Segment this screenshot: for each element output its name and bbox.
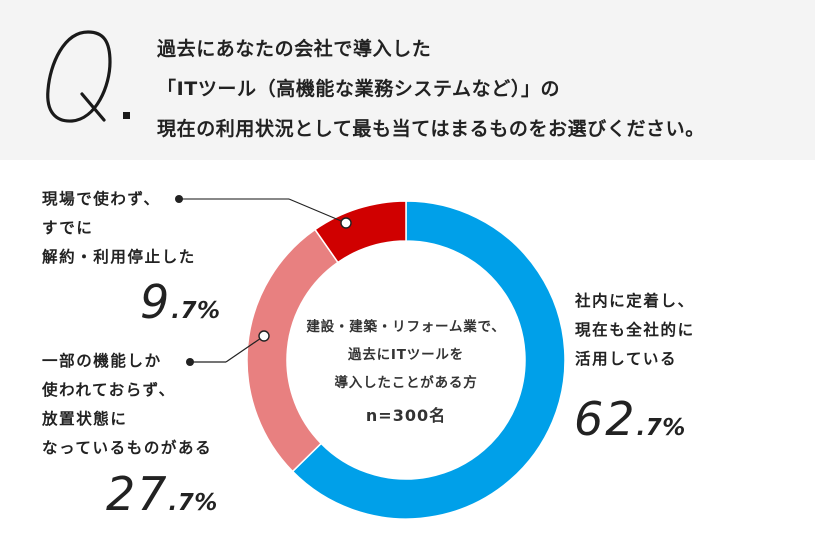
leader-line-stopped	[175, 195, 352, 229]
pct-partial-int: 27	[106, 467, 169, 521]
donut-center-label: 建設・建築・リフォーム業で、 過去にITツールを 導入したことがある方 n=30…	[296, 313, 516, 430]
label-using: 社内に定着し、 現在も全社的に 活用している	[575, 287, 695, 374]
pct-stopped-int: 9	[140, 275, 172, 329]
label-partial-line-3: 放置状態に	[42, 410, 128, 428]
label-stopped-line-2: すでに	[42, 219, 94, 237]
sample-size: n=300名	[365, 406, 447, 425]
pct-using: 62.7%	[574, 392, 686, 446]
center-line-1: 建設・建築・リフォーム業で、	[306, 319, 506, 335]
question-text: 過去にあなたの会社で導入した 「ITツール（高機能な業務システムなど）」の 現在…	[157, 29, 705, 149]
pct-partial-dec: .7%	[168, 490, 218, 516]
pct-partial: 27.7%	[106, 467, 218, 521]
segment-stopped	[314, 200, 407, 264]
segment-using	[291, 200, 566, 520]
label-using-line-1: 社内に定着し、	[575, 292, 695, 310]
leader-line-partial	[186, 330, 270, 366]
question-header: 過去にあなたの会社で導入した 「ITツール（高機能な業務システムなど）」の 現在…	[0, 0, 815, 160]
label-stopped-line-1: 現場で使わず、	[42, 190, 161, 208]
question-line-2: 「ITツール（高機能な業務システムなど）」の	[157, 78, 561, 100]
pct-using-int: 62	[574, 392, 637, 446]
center-line-2: 過去にITツールを	[348, 347, 464, 363]
label-using-line-3: 活用している	[575, 350, 678, 368]
question-line-3: 現在の利用状況として最も当てはまるものをお選びください。	[157, 118, 705, 140]
label-partial-line-4: なっているものがある	[42, 439, 213, 457]
pct-using-dec: .7%	[636, 415, 686, 441]
label-stopped: 現場で使わず、 すでに 解約・利用停止した	[42, 185, 196, 272]
label-using-line-2: 現在も全社的に	[575, 321, 695, 339]
pct-stopped-dec: .7%	[171, 298, 221, 324]
q-letter-icon	[46, 30, 130, 123]
pct-stopped: 9.7%	[140, 275, 221, 329]
label-stopped-line-3: 解約・利用停止した	[42, 248, 196, 266]
label-partial: 一部の機能しか 使われておらず、 放置状態に なっているものがある	[42, 347, 212, 463]
donut-segments	[246, 200, 566, 520]
question-line-1: 過去にあなたの会社で導入した	[157, 38, 432, 60]
label-partial-line-1: 一部の機能しか	[42, 352, 162, 370]
label-partial-line-2: 使われておらず、	[42, 381, 176, 399]
center-line-3: 導入したことがある方	[334, 375, 478, 391]
